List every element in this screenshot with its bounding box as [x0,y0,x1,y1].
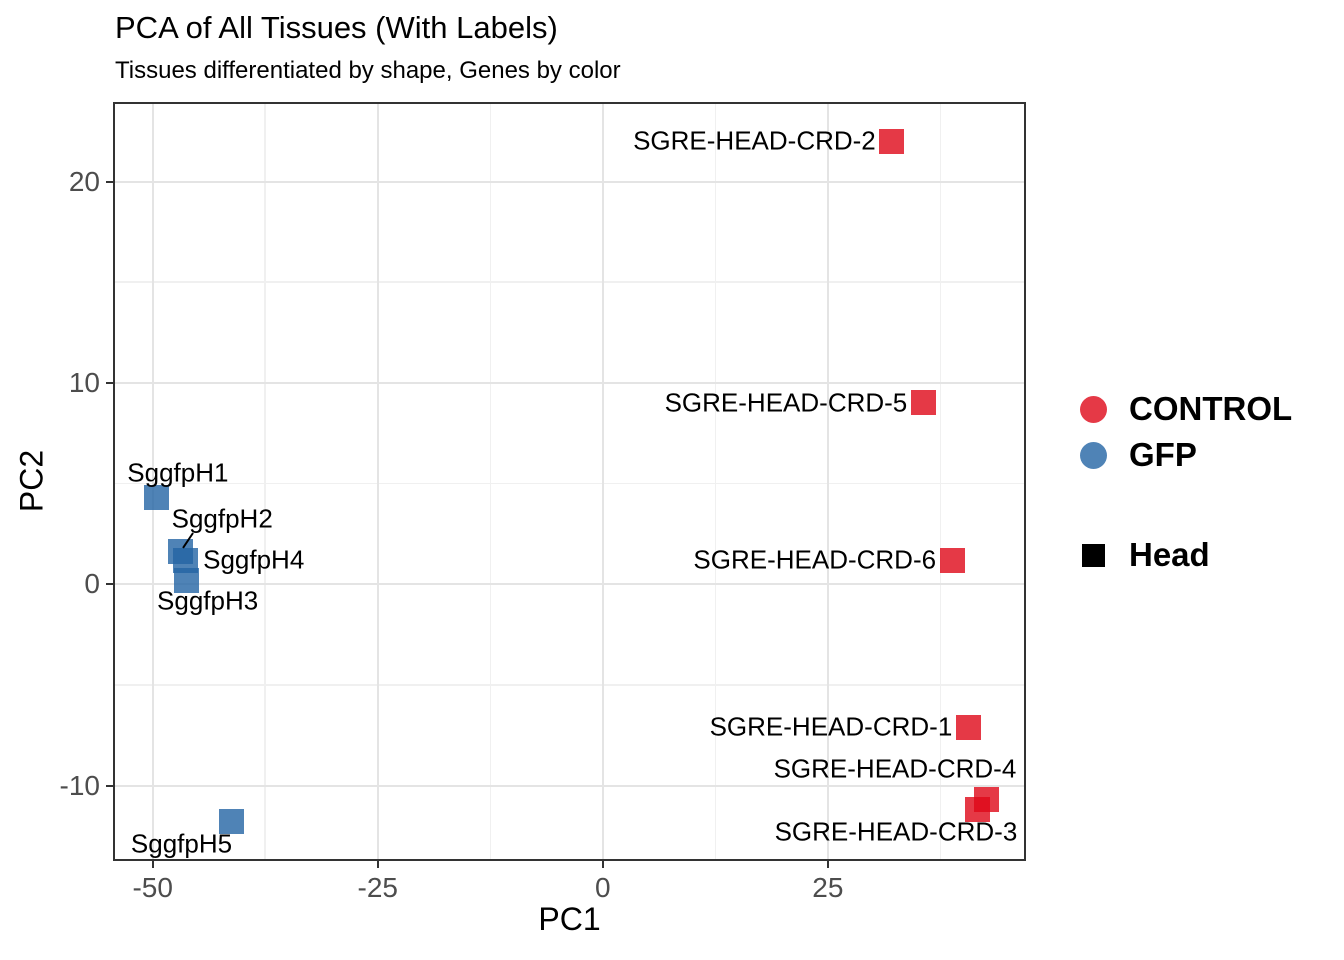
head-swatch-square-icon [1080,542,1107,569]
shape-legend: Head [1080,532,1210,578]
gridline-major-vertical [376,103,379,860]
point-label-SggfpH4: SggfpH4 [203,544,305,575]
data-point-SggfpH3 [173,567,199,593]
legend-label-gfp: GFP [1129,436,1197,473]
gridline-minor-horizontal [114,482,1025,485]
data-point-SggfpH5 [219,809,245,835]
data-point-SGRE-HEAD-CRD-2 [879,128,905,154]
plot-panel: SGRE-HEAD-CRD-2 SGRE-HEAD-CRD-5 SGRE-HEAD-… [114,103,1025,860]
legend-item-head: Head [1080,532,1210,578]
y-tick-label: 0 [84,568,100,600]
point-label-SGRE-HEAD-CRD-2: SGRE-HEAD-CRD-2 [633,125,876,156]
x-axis-tick [376,860,379,868]
chart-subtitle: Tissues differentiated by shape, Genes b… [115,57,621,84]
x-axis-tick [601,860,604,868]
gridline-major-horizontal [114,784,1025,787]
gfp-swatch-circle-icon [1080,441,1107,469]
point-label-SGRE-HEAD-CRD-1: SGRE-HEAD-CRD-1 [709,711,953,742]
legend-label-control: CONTROL [1129,390,1293,427]
head-swatch-square-fill [1082,543,1105,567]
data-point-SGRE-HEAD-CRD-6 [939,547,965,573]
data-point-SggfpH1 [143,485,169,511]
color-legend: CONTROL GFP [1080,386,1292,478]
x-tick-label: 25 [812,872,844,903]
y-axis-tick [106,784,114,787]
gridline-minor-vertical [489,103,492,860]
legend-item-control: CONTROL [1080,386,1292,432]
point-label-SGRE-HEAD-CRD-3: SGRE-HEAD-CRD-3 [774,816,1018,847]
gridline-minor-vertical [939,103,942,860]
gridline-minor-horizontal [114,281,1025,283]
control-swatch-circle-icon [1080,395,1107,423]
legend-label-head: Head [1129,536,1210,573]
legend-item-gfp: GFP [1080,432,1292,478]
data-point-SGRE-HEAD-CRD-3 [964,797,990,823]
point-label-SggfpH5: SggfpH5 [130,828,233,859]
y-axis-tick [106,583,114,586]
y-axis-title: PC2 [13,449,50,513]
y-tick-label: -10 [59,769,100,801]
data-point-SGRE-HEAD-CRD-5 [910,390,936,416]
x-axis-tick [826,860,829,868]
point-label-SggfpH2: SggfpH2 [171,503,273,534]
point-label-SGRE-HEAD-CRD-5: SGRE-HEAD-CRD-5 [664,387,908,418]
x-axis-title: PC1 [538,901,601,937]
point-label-SGRE-HEAD-CRD-4: SGRE-HEAD-CRD-4 [773,753,1017,784]
x-tick-label: -50 [132,872,173,903]
point-label-SggfpH3: SggfpH3 [157,585,259,616]
gridline-major-horizontal [114,180,1025,183]
y-tick-label: 10 [68,366,100,398]
y-tick-label: 20 [68,165,100,197]
gridline-major-vertical [601,103,604,860]
x-tick-label: 0 [595,872,611,903]
data-point-SGRE-HEAD-CRD-1 [955,714,981,740]
gridline-major-vertical [826,103,829,860]
y-axis-tick [106,381,114,384]
point-label-SGRE-HEAD-CRD-6: SGRE-HEAD-CRD-6 [693,544,937,575]
gridline-minor-vertical [264,103,266,860]
gridline-minor-horizontal [114,684,1025,686]
chart-title: PCA of All Tissues (With Labels) [115,10,558,45]
gridline-major-vertical [151,103,154,860]
x-tick-label: -25 [357,872,398,903]
x-axis-tick [151,860,154,868]
gridline-major-horizontal [114,583,1025,586]
gridline-major-horizontal [114,381,1025,384]
point-label-SggfpH1: SggfpH1 [127,457,229,488]
y-axis-tick [106,180,114,183]
gridline-minor-vertical [714,103,717,860]
